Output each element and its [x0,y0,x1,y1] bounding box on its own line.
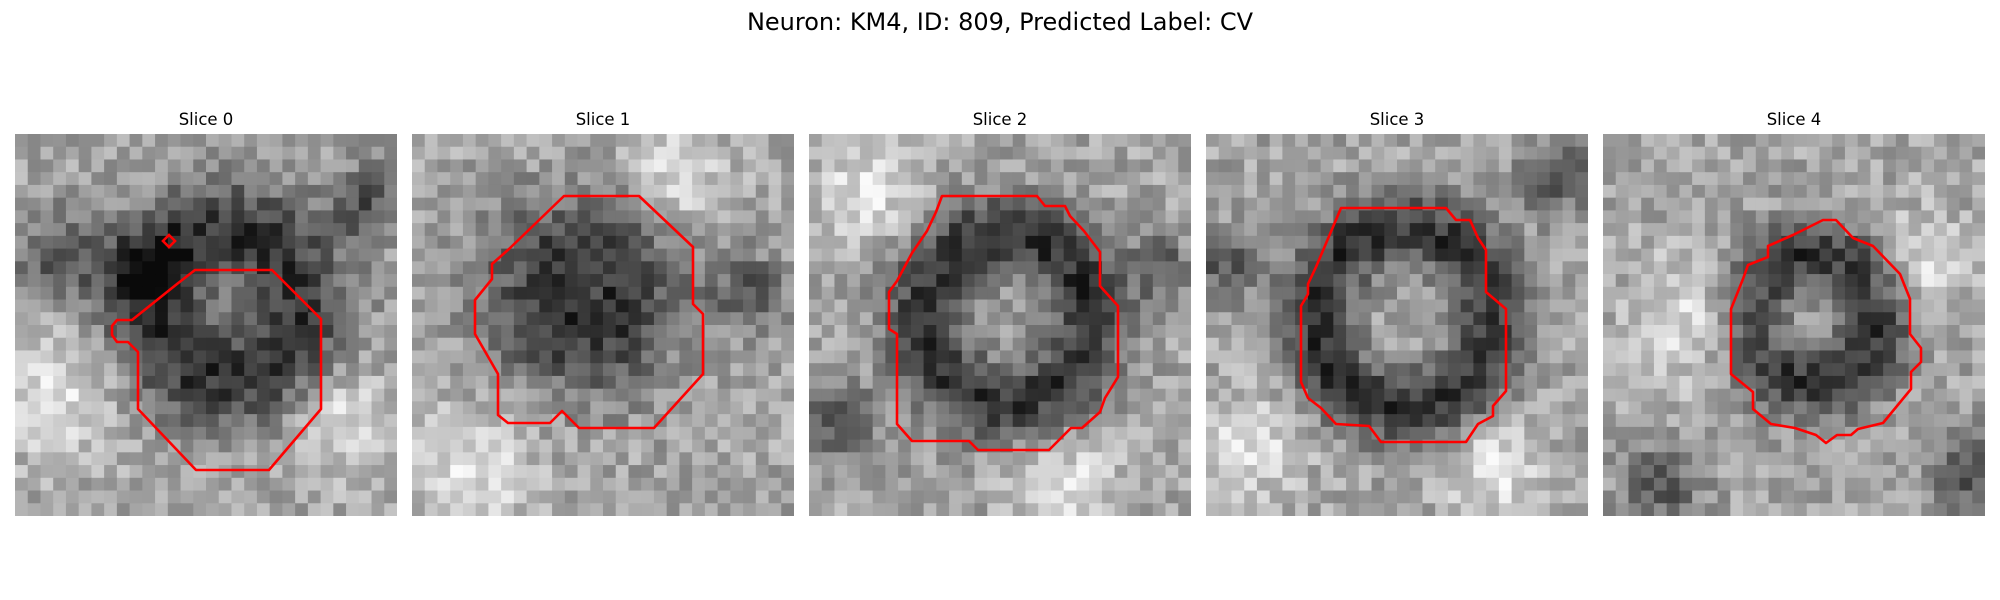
slice-title-2: Slice 2 [972,110,1028,129]
grayscale-micrograph-2 [809,134,1191,516]
segmentation-contour-3 [1299,206,1508,444]
slice-panel-1: Slice 1 [412,110,794,516]
grayscale-micrograph-4 [1603,134,1985,516]
grayscale-micrograph-3 [1206,134,1588,516]
segmentation-contour-1 [473,194,705,430]
slice-panel-2: Slice 2 [809,110,1191,516]
slice-title-3: Slice 3 [1369,110,1425,129]
grayscale-micrograph-1 [412,134,794,516]
slice-title-4: Slice 4 [1766,110,1822,129]
slice-panel-3: Slice 3 [1206,110,1588,516]
figure-title: Neuron: KM4, ID: 809, Predicted Label: C… [746,8,1254,36]
slice-image-1 [412,134,794,516]
slice-panel-4: Slice 4 [1603,110,1985,516]
segmentation-contour-0b [161,233,177,249]
slice-panel-0: Slice 0 [15,110,397,516]
segmentation-contour-2 [887,194,1120,452]
segmentation-contour-4 [1729,218,1923,445]
slice-title-1: Slice 1 [575,110,631,129]
segmentation-contour-0 [110,268,323,472]
grayscale-micrograph-0 [15,134,397,516]
slice-image-3 [1206,134,1588,516]
slice-image-2 [809,134,1191,516]
slice-image-4 [1603,134,1985,516]
slice-image-0 [15,134,397,516]
slice-title-0: Slice 0 [178,110,234,129]
